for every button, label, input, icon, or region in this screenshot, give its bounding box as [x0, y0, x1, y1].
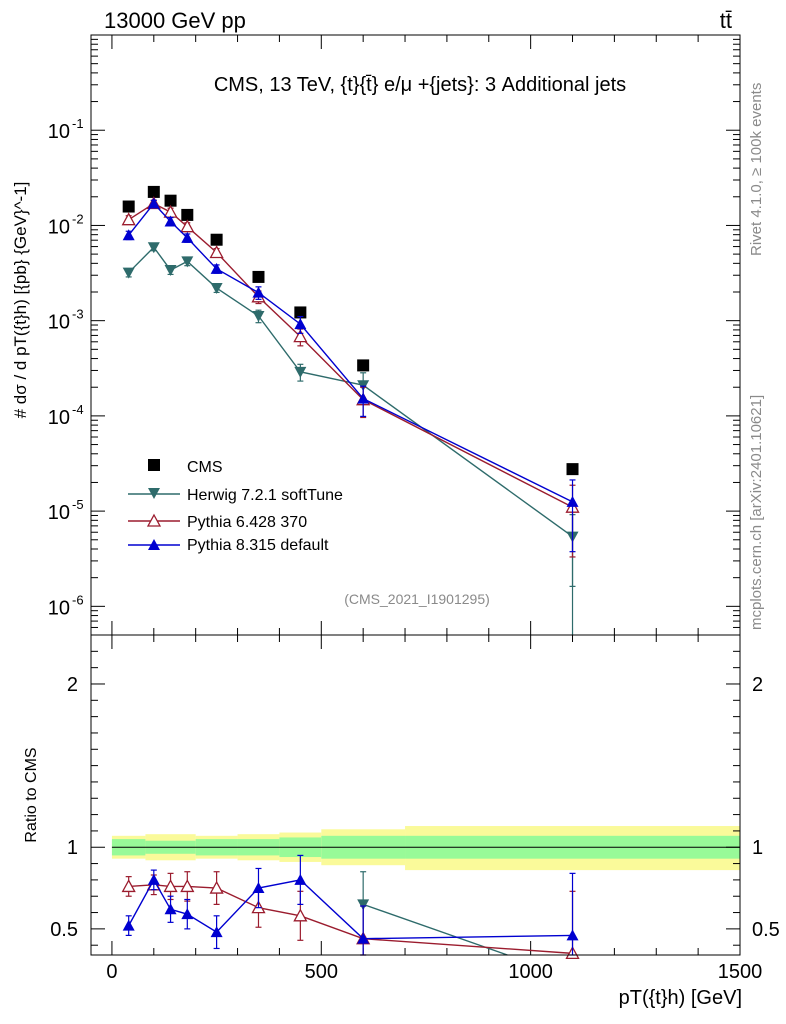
data-point [566, 495, 579, 507]
data-point [252, 310, 265, 322]
legend-label-pythia8: Pythia 8.315 default [187, 537, 329, 554]
x-tick-label: 500 [305, 961, 338, 983]
ratio-point [566, 929, 579, 941]
data-point [122, 229, 135, 241]
data-point [181, 208, 194, 221]
data-point [357, 392, 370, 404]
ratio-point [357, 932, 370, 944]
legend-marker-herwig [148, 488, 160, 499]
ratio-point [210, 926, 223, 938]
ratio-y-tick-label-right: 1 [752, 837, 763, 859]
data-point [164, 194, 177, 207]
x-tick-label: 1500 [718, 961, 763, 983]
x-axis-title: pT({t}h) [GeV] [619, 987, 742, 1009]
y-tick-exponent: -2 [72, 211, 84, 226]
data-point [164, 265, 177, 277]
main-ylabel: # dσ / d pT({t}h) [{pb} {GeV}^-1] [11, 182, 30, 419]
y-tick-exponent: -1 [72, 116, 84, 131]
legend: CMS Herwig 7.2.1 softTune Pythia 6.428 3… [128, 459, 343, 554]
ratio-point [163, 879, 178, 893]
x-tick-label: 0 [106, 961, 117, 983]
data-point [163, 204, 178, 218]
ratio-point [147, 873, 160, 885]
data-point [566, 463, 579, 476]
data-point [122, 267, 135, 279]
legend-marker-pythia8 [148, 539, 160, 550]
data-point [164, 215, 177, 227]
main-panel: 10-110-210-310-410-510-6 [48, 35, 741, 636]
x-tick-label: 1000 [508, 961, 553, 983]
data-point [121, 212, 136, 226]
ratio-point [357, 899, 370, 911]
y-tick-exponent: -6 [72, 592, 84, 607]
data-point [147, 185, 160, 198]
data-point [210, 233, 223, 246]
data-point [147, 197, 160, 209]
ratio-y-tick-label: 2 [67, 674, 78, 696]
ratio-y-tick-label-right: 2 [752, 674, 763, 696]
mcplots-label: mcplots.cern.ch [arXiv:2401.10621] [748, 395, 765, 630]
ratio-point [180, 879, 195, 893]
y-tick-exponent: -3 [72, 307, 84, 322]
data-point [209, 245, 224, 259]
data-point [181, 256, 194, 268]
ratio-y-tick-label: 1 [67, 837, 78, 859]
data-point [252, 270, 265, 283]
data-point [252, 286, 265, 298]
data-point [181, 231, 194, 243]
ratio-point [164, 903, 177, 915]
y-tick-label: 10 [48, 597, 70, 619]
y-tick-label: 10 [48, 121, 70, 143]
ratio-y-tick-label-right: 0.5 [752, 919, 780, 941]
ratio-point [181, 908, 194, 920]
y-tick-label: 10 [48, 216, 70, 238]
y-tick-exponent: -4 [72, 402, 84, 417]
collision-label: 13000 GeV pp [104, 8, 246, 33]
ratio-point [209, 880, 224, 894]
legend-label-cms: CMS [187, 459, 223, 476]
chart-title: CMS, 13 TeV, {t}{t̄} e/μ +{jets}: 3 Addi… [214, 74, 626, 96]
data-point [357, 359, 370, 372]
legend-label-herwig: Herwig 7.2.1 softTune [187, 487, 343, 504]
ratio-panel: 0 500 1000 1500 0.5 0.5 1 1 2 2 [50, 635, 780, 983]
data-point [180, 219, 195, 233]
ratio-point [293, 908, 308, 922]
y-tick-label: 10 [48, 312, 70, 334]
ratio-series-line [128, 878, 573, 940]
data-point [294, 306, 307, 319]
ratio-ylabel: Ratio to CMS [23, 747, 40, 842]
data-point [294, 366, 307, 378]
data-point [294, 318, 307, 330]
data-point [122, 200, 135, 213]
ratio-frame [90, 634, 741, 956]
process-label: tt̄ [720, 8, 732, 33]
legend-label-pythia6: Pythia 6.428 370 [187, 514, 307, 531]
ratio-point [122, 919, 135, 931]
y-tick-label: 10 [48, 407, 70, 429]
ratio-point [252, 882, 265, 894]
data-point [293, 329, 308, 343]
series-line [128, 202, 573, 503]
legend-marker-pythia6 [146, 513, 162, 527]
y-tick-label: 10 [48, 502, 70, 524]
ratio-y-tick-label: 0.5 [50, 919, 78, 941]
data-point [210, 283, 223, 295]
ratio-point [121, 879, 136, 893]
analysis-tag: (CMS_2021_I1901295) [344, 591, 490, 607]
data-point [210, 262, 223, 274]
rivet-label: Rivet 4.1.0, ≥ 100k events [748, 83, 765, 256]
legend-marker-cms [148, 459, 160, 471]
y-tick-exponent: -5 [72, 497, 84, 512]
ratio-point [294, 873, 307, 885]
data-point [147, 242, 160, 254]
